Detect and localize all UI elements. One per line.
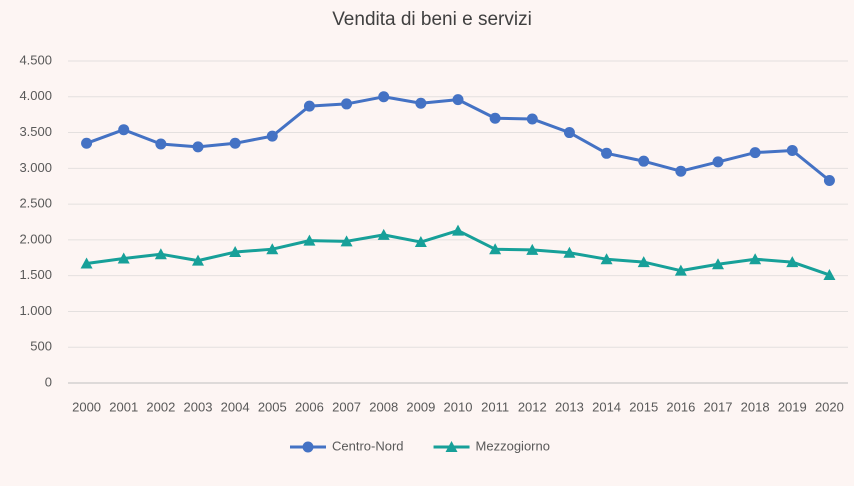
- point: [600, 253, 613, 265]
- x-tick-label: 2014: [592, 399, 621, 414]
- point: [377, 228, 390, 240]
- x-tick-label: 2009: [406, 399, 435, 414]
- x-tick-label: 2020: [815, 399, 844, 414]
- point: [303, 100, 315, 112]
- x-tick-label: 2002: [146, 399, 175, 414]
- x-tick-label: 2018: [741, 399, 770, 414]
- point: [266, 130, 278, 142]
- x-tick-label: 2012: [518, 399, 547, 414]
- point: [303, 234, 316, 246]
- point: [601, 147, 613, 159]
- point: [674, 264, 687, 276]
- point: [749, 147, 761, 159]
- point: [637, 256, 650, 268]
- x-tick-label: 2003: [184, 399, 213, 414]
- y-tick-label: 4.000: [19, 88, 52, 103]
- point: [823, 268, 836, 280]
- point: [445, 441, 458, 452]
- point: [452, 94, 464, 106]
- point: [302, 441, 314, 453]
- x-tick-label: 2016: [666, 399, 695, 414]
- point: [266, 243, 279, 255]
- point: [712, 156, 724, 168]
- x-tick-label: 2007: [332, 399, 361, 414]
- point: [675, 165, 687, 177]
- point: [526, 243, 539, 255]
- x-tick-label: 2010: [444, 399, 473, 414]
- x-tick-label: 2006: [295, 399, 324, 414]
- point: [749, 253, 762, 265]
- point: [823, 174, 835, 186]
- x-tick-label: 2005: [258, 399, 287, 414]
- point: [489, 243, 502, 255]
- point: [786, 256, 799, 268]
- x-tick-label: 2019: [778, 399, 807, 414]
- y-tick-label: 3.000: [19, 160, 52, 175]
- point: [340, 235, 353, 247]
- point: [154, 248, 167, 260]
- legend-label: Mezzogiorno: [476, 438, 550, 453]
- point: [192, 141, 204, 153]
- x-tick-label: 2001: [109, 399, 138, 414]
- x-tick-label: 2015: [629, 399, 658, 414]
- point: [563, 246, 576, 258]
- x-tick-label: 2013: [555, 399, 584, 414]
- chart-title: Vendita di beni e servizi: [332, 9, 532, 30]
- x-tick-label: 2011: [481, 399, 509, 414]
- point: [192, 254, 204, 266]
- point: [81, 137, 93, 149]
- y-tick-label: 1.000: [19, 303, 52, 318]
- x-tick-label: 2008: [369, 399, 398, 414]
- point: [786, 144, 798, 156]
- point: [415, 97, 427, 109]
- point: [638, 155, 650, 167]
- point: [80, 257, 93, 269]
- point: [489, 112, 501, 124]
- x-tick-label: 2017: [704, 399, 733, 414]
- point: [341, 98, 353, 110]
- point: [712, 258, 724, 270]
- point: [229, 246, 242, 258]
- y-tick-label: 2.000: [19, 231, 52, 246]
- y-tick-label: 500: [30, 339, 52, 354]
- point: [526, 113, 538, 125]
- x-tick-label: 2000: [72, 399, 101, 414]
- point: [229, 137, 241, 149]
- point: [155, 138, 167, 150]
- x-tick-label: 2004: [221, 399, 250, 414]
- legend-label: Centro-Nord: [332, 438, 404, 453]
- point: [118, 124, 130, 136]
- y-tick-label: 3.500: [19, 124, 52, 139]
- y-tick-label: 1.500: [19, 267, 52, 282]
- y-tick-label: 4.500: [19, 52, 52, 67]
- point: [452, 224, 464, 236]
- point: [563, 127, 575, 139]
- point: [117, 252, 130, 264]
- point: [378, 91, 390, 103]
- y-tick-label: 2.500: [19, 196, 52, 211]
- y-tick-label: 0: [45, 374, 52, 389]
- point: [414, 236, 427, 248]
